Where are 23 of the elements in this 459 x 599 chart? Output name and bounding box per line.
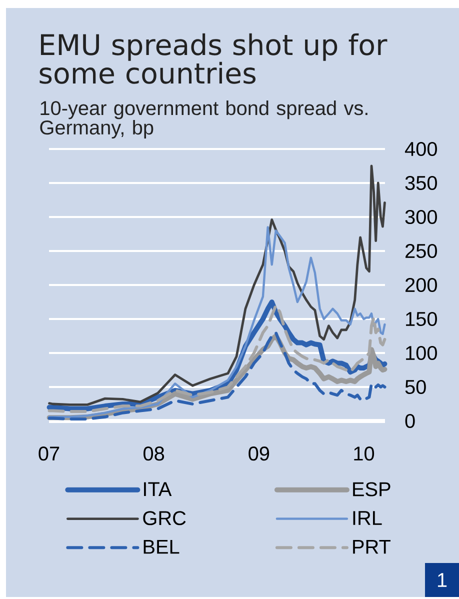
x-tick-label: 09 (248, 446, 270, 461)
y-tick-label: 350 (405, 176, 437, 190)
legend-label: PRT (353, 540, 390, 554)
y-tick-label: 300 (405, 210, 437, 224)
line-series (48, 164, 386, 406)
y-tick-label: 150 (406, 312, 437, 326)
y-tick-label: 0 (405, 414, 415, 428)
y-tick-label: 250 (406, 244, 437, 258)
legend-label: GRC (143, 511, 186, 526)
y-tick-label: 100 (406, 346, 437, 360)
x-tick-label: 07 (38, 446, 60, 461)
x-tick-label: 10 (354, 446, 374, 461)
y-tick-label: 50 (405, 380, 426, 394)
legend-label: IRL (353, 511, 382, 525)
chart-title: EMU spreads shot up for some countries (40, 33, 388, 84)
legend-label: ESP (353, 482, 390, 496)
text: 1 (438, 573, 447, 587)
x-tick-label: 08 (144, 446, 164, 461)
y-tick-label: 200 (406, 278, 437, 292)
chart-subtitle: 10-year government bond spread vs. Germany, bp (40, 100, 368, 139)
y-tick-label: 400 (404, 142, 437, 156)
legend-label: BEL (144, 540, 180, 554)
legend-label: ITA (144, 482, 172, 496)
